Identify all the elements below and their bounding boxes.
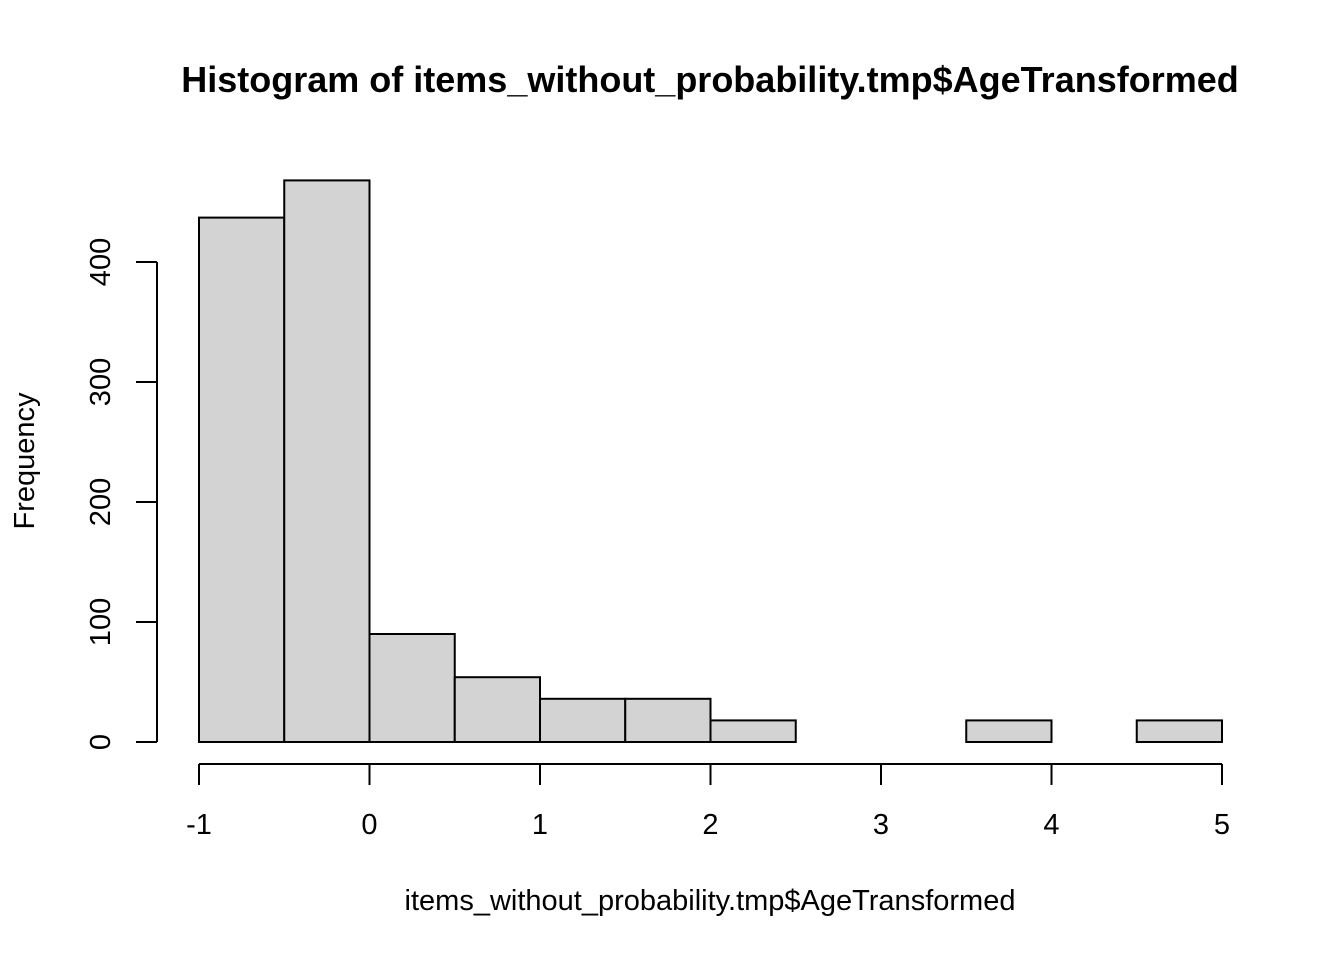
y-tick-label: 0 (85, 734, 117, 750)
y-tick-label: 300 (85, 358, 117, 406)
y-axis-label: Frequency (9, 392, 41, 530)
histogram-bar (453, 676, 541, 744)
histogram-bar (283, 179, 371, 743)
x-tick-label: 4 (1043, 809, 1059, 841)
histogram-bar (198, 216, 286, 744)
x-tick-label: 5 (1214, 809, 1230, 841)
histogram-bar (539, 697, 627, 743)
x-tick-label: 0 (361, 809, 377, 841)
y-axis: 0 100 200 300 400 (85, 238, 158, 750)
x-tick-label: -1 (186, 809, 212, 841)
x-axis: -1 0 1 2 3 4 5 (186, 763, 1230, 841)
histogram-bar (709, 719, 797, 744)
x-tick-label: 2 (702, 809, 718, 841)
x-tick-label: 1 (532, 809, 548, 841)
histogram-bar (368, 633, 456, 743)
histogram-bars (198, 179, 1223, 744)
y-tick-label: 400 (85, 238, 117, 286)
chart-title: Histogram of items_without_probability.t… (181, 59, 1238, 100)
histogram-bar (624, 697, 712, 743)
histogram-bar (1135, 719, 1223, 744)
x-tick-label: 3 (873, 809, 889, 841)
x-axis-label: items_without_probability.tmp$AgeTransfo… (405, 885, 1016, 917)
histogram-bar (965, 719, 1053, 744)
y-tick-label: 200 (85, 478, 117, 526)
y-tick-label: 100 (85, 598, 117, 646)
